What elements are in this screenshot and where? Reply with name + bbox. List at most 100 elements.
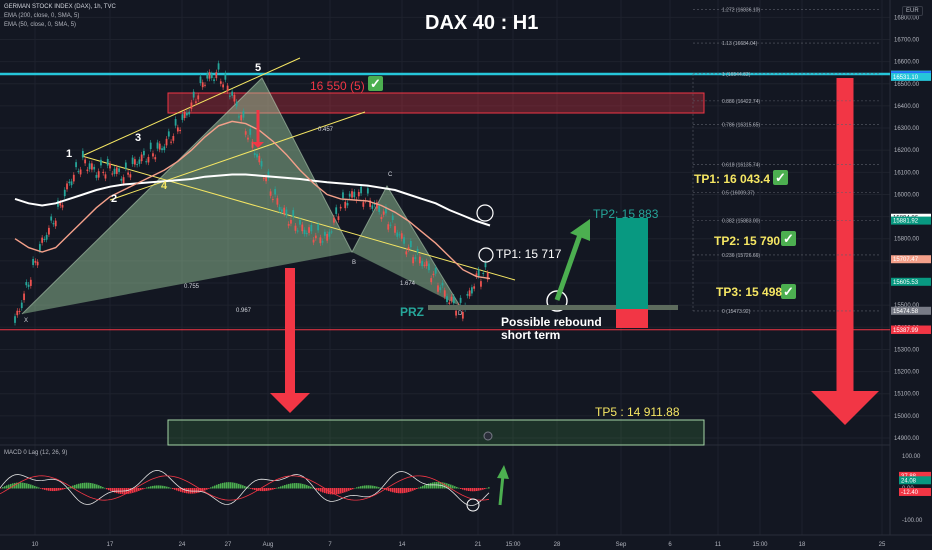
macd-hist-bar <box>428 483 430 489</box>
symbol-line[interactable]: GERMAN STOCK INDEX (DAX), 1h, TVC <box>4 4 116 10</box>
down-arrow-right-shaft <box>836 78 854 391</box>
candle-body <box>197 95 200 100</box>
candle-body <box>346 203 349 206</box>
candle-body <box>310 224 313 232</box>
fib-label: 0.618 (16135.74) <box>722 162 760 168</box>
macd-hist-bar <box>220 483 222 489</box>
macd-hist-bar <box>364 485 366 489</box>
macd-hist-bar <box>340 488 342 494</box>
point-d-label: D <box>458 311 463 317</box>
candle-body <box>425 261 428 267</box>
macd-hist-bar <box>276 487 278 489</box>
macd-hist-bar <box>468 488 470 492</box>
macd-hist-bar <box>240 484 242 489</box>
candle-body <box>468 290 471 297</box>
ema50-line <box>14 120 491 280</box>
harmonic-triangle-bcd <box>352 186 460 306</box>
macd-hist-bar <box>298 483 300 489</box>
macd-hist-bar <box>474 488 476 492</box>
macd-hist-bar <box>310 486 312 489</box>
macd-hist-bar <box>460 488 462 489</box>
macd-hist-bar <box>158 485 160 489</box>
candle-body <box>287 223 290 226</box>
macd-label-bg <box>899 476 931 485</box>
indicator-ema50[interactable]: EMA (50, close, 0, SMA, 5) <box>4 22 77 28</box>
y-tick-label: 16700.00 <box>894 37 920 43</box>
candle-body <box>244 131 247 135</box>
price-label-text: 15707.47 <box>893 257 919 263</box>
macd-hist-bar <box>318 488 320 491</box>
macd-hist-bar <box>184 488 186 493</box>
candle-body <box>158 143 161 150</box>
y-tick-label: 14900.00 <box>894 436 920 442</box>
fib-label: 1.13 (16684.04) <box>722 41 758 47</box>
candle-body <box>452 296 455 304</box>
macd-hist-bar <box>32 485 34 489</box>
macd-hist-bar <box>266 488 268 491</box>
candle-body <box>265 176 267 182</box>
candle-body <box>106 158 109 166</box>
candle-body <box>473 286 476 289</box>
macd-hist-bar <box>378 487 380 489</box>
macd-label-text: 24.08 <box>901 478 917 484</box>
candle-body <box>283 207 286 214</box>
candle-body <box>195 101 197 103</box>
macd-hist-bar <box>442 482 444 489</box>
candle-body <box>111 173 114 175</box>
macd-hist-bar <box>250 488 252 489</box>
macd-hist-bar <box>72 485 74 489</box>
macd-hist-bar <box>182 488 184 493</box>
x-tick-label: 6 <box>668 542 672 548</box>
indicator-ema200[interactable]: EMA (200, close, 0, SMA, 5) <box>4 13 80 19</box>
macd-circle <box>466 498 480 512</box>
macd-hist-bar <box>234 482 236 489</box>
x-tick-label: 18 <box>799 542 806 548</box>
prz-bar <box>428 305 678 310</box>
candle-body <box>423 264 426 266</box>
macd-hist-bar <box>244 486 246 489</box>
macd-hist-bar <box>28 483 30 489</box>
candle-body <box>29 279 32 286</box>
macd-hist-bar <box>294 483 296 489</box>
macd-hist-bar <box>454 486 456 489</box>
candle-body <box>339 206 342 209</box>
candle-body <box>179 129 182 132</box>
macd-hist-bar <box>424 484 426 489</box>
candle-body <box>403 237 405 244</box>
macd-hist-bar <box>356 487 358 489</box>
macd-hist-bar <box>62 488 64 490</box>
candle-body <box>437 285 439 292</box>
candle-body <box>170 141 172 143</box>
macd-hist-bar <box>402 488 404 494</box>
macd-hist-bar <box>386 488 388 491</box>
macd-hist-bar <box>358 486 360 489</box>
candle-body <box>228 95 231 97</box>
macd-hist-bar <box>470 488 472 492</box>
macd-legend[interactable]: MACD 0 Lag (12, 26, 9) <box>4 450 68 456</box>
macd-hist-bar <box>264 488 266 492</box>
macd-hist-bar <box>254 488 256 491</box>
candle-body <box>43 238 46 240</box>
candle-body <box>240 115 243 121</box>
candle-body <box>68 181 71 184</box>
harmonic-triangle-xab <box>22 78 352 314</box>
macd-hist-bar <box>344 488 346 493</box>
macd-hist-bar <box>16 482 18 489</box>
macd-hist-bar <box>146 487 148 489</box>
x-tick-label: 21 <box>475 542 482 548</box>
macd-hist-bar <box>156 485 158 489</box>
macd-hist-bar <box>230 482 232 489</box>
candle-body <box>226 85 229 92</box>
rebound-label-2: short term <box>501 328 561 342</box>
price-label-text: 15387.99 <box>893 328 919 334</box>
macd-hist-bar <box>360 486 362 489</box>
ratio-label-2: 0.967 <box>236 308 252 314</box>
y-tick-label: 16200.00 <box>894 148 920 154</box>
candle-body <box>165 138 168 146</box>
macd-hist-bar <box>200 488 202 493</box>
macd-hist-bar <box>300 483 302 489</box>
candle-body <box>91 163 93 170</box>
currency-button[interactable]: EUR <box>902 6 923 16</box>
macd-hist-bar <box>50 488 52 491</box>
